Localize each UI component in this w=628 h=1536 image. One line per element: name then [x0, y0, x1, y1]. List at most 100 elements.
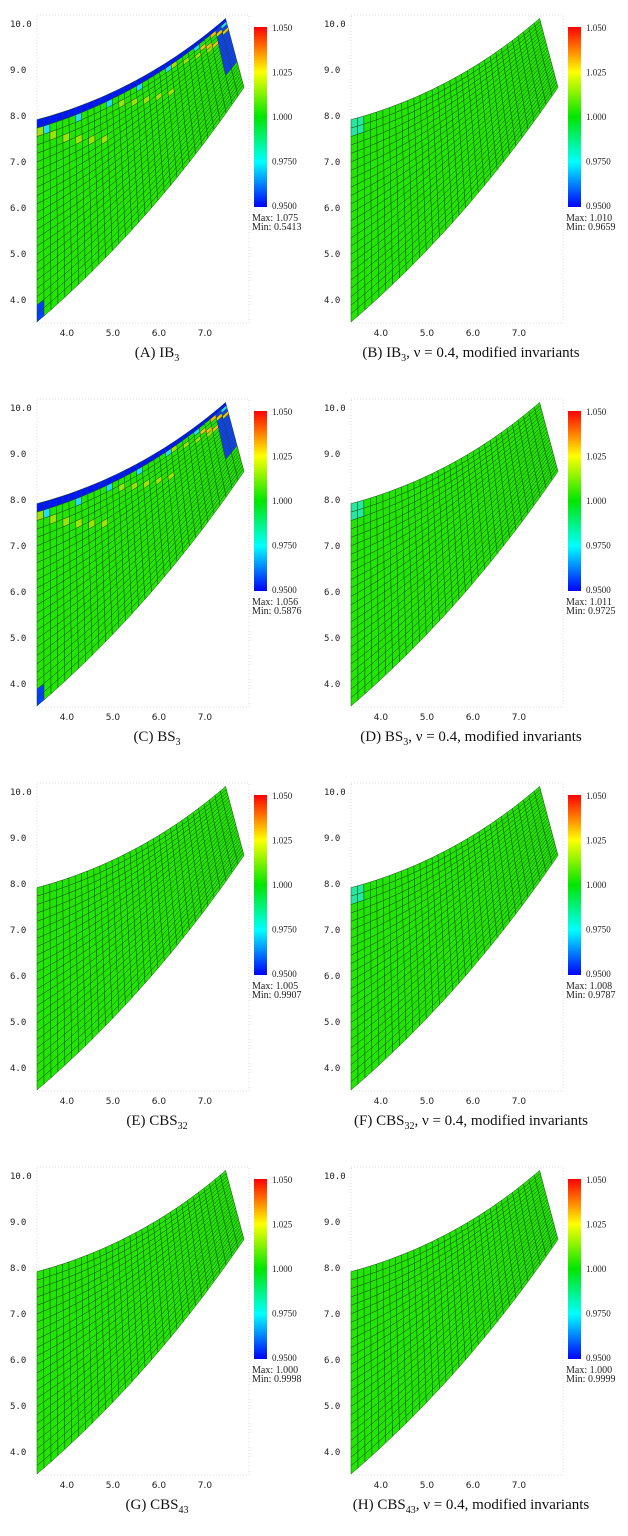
max-label: Max: — [252, 213, 274, 224]
colorbar-tick-label: 0.9500 — [272, 969, 297, 979]
x-tick-label: 6.0 — [466, 713, 481, 723]
y-tick-label: 5.0 — [10, 250, 26, 260]
y-tick-label: 7.0 — [10, 158, 26, 168]
mesh-element — [36, 885, 44, 897]
max-label: Max: — [566, 981, 588, 992]
colorbar-tick-label: 0.9750 — [272, 541, 297, 551]
colorbar-tick-label: 0.9500 — [586, 969, 611, 979]
caption-subscript: 32 — [177, 1121, 188, 1132]
y-tick-label: 6.0 — [10, 588, 26, 598]
y-tick-label: 5.0 — [10, 1018, 26, 1028]
min-label: Min: — [252, 222, 272, 233]
y-tick-label: 9.0 — [324, 450, 340, 460]
stat-min: Min: 0.9659 — [566, 223, 615, 233]
subfigure-caption: (F) CBS32, ν = 0.4, modified invariants — [314, 1113, 628, 1132]
colorbar-tick-label: 1.000 — [586, 880, 607, 890]
y-tick-label: 9.0 — [324, 66, 340, 76]
y-tick-label: 4.0 — [10, 296, 26, 306]
y-tick-label: 9.0 — [10, 834, 26, 844]
x-tick-label: 5.0 — [420, 329, 435, 339]
caption-subscript: 3 — [401, 353, 407, 364]
colorbar-tick-label: 1.000 — [586, 112, 607, 122]
colorbar — [568, 27, 581, 207]
y-tick-label: 5.0 — [324, 250, 340, 260]
x-tick-label: 5.0 — [420, 1097, 435, 1107]
x-tick-label: 7.0 — [198, 329, 213, 339]
caption-label: (D) — [360, 729, 382, 745]
stat-max: Max: 1.011 — [566, 598, 612, 608]
colorbar-tick-label: 1.025 — [586, 452, 607, 462]
y-tick-label: 6.0 — [324, 972, 340, 982]
colorbar-tick-label: 1.025 — [586, 68, 607, 78]
stat-min: Min: 0.9907 — [252, 991, 301, 1001]
x-tick-label: 6.0 — [152, 713, 167, 723]
x-tick-label: 7.0 — [512, 329, 527, 339]
stat-max: Max: 1.056 — [252, 598, 298, 608]
y-tick-label: 8.0 — [10, 880, 26, 890]
mesh — [36, 17, 245, 323]
y-tick-label: 10.0 — [324, 788, 346, 798]
y-tick-label: 9.0 — [10, 66, 26, 76]
colorbar-tick-label: 1.050 — [272, 791, 293, 801]
mesh-element — [534, 785, 541, 795]
colorbar-tick-label: 1.050 — [586, 407, 607, 417]
subfigure-e: 4.0 5.0 6.0 7.0 8.0 9.0 10.0 4.0 5.0 6.0 7.0 1.050 1… — [0, 768, 314, 1152]
caption-method: CBS — [149, 1113, 178, 1129]
contour-plot: 4.05.06.07.08.09.010.04.0 5.0 6.0 7.01.0501… — [324, 14, 611, 339]
x-tick-label: 4.0 — [60, 713, 75, 723]
caption-subscript: 32 — [404, 1121, 415, 1132]
min-value: 0.9659 — [587, 222, 616, 233]
caption-label: (B) — [362, 345, 383, 361]
y-tick-label: 7.0 — [324, 158, 340, 168]
mesh-element — [220, 785, 227, 795]
mesh-element — [220, 17, 227, 27]
y-tick-label: 6.0 — [324, 204, 340, 214]
colorbar — [254, 27, 267, 207]
caption-method: CBS — [376, 1113, 405, 1129]
min-value: 0.5876 — [273, 606, 302, 617]
max-label: Max: — [252, 981, 274, 992]
colorbar-tick-label: 1.025 — [272, 836, 293, 846]
min-label: Min: — [252, 990, 272, 1001]
colorbar-tick-label: 1.050 — [586, 791, 607, 801]
subfigure-d: 4.0 5.0 6.0 7.0 8.0 9.0 10.0 4.0 5.0 6.0 7.0 1.050 1… — [314, 384, 628, 768]
y-tick-label: 9.0 — [10, 450, 26, 460]
stat-max: Max: 1.010 — [566, 214, 612, 224]
x-tick-label: 7.0 — [198, 1097, 213, 1107]
caption-method: IB — [159, 345, 175, 361]
y-tick-label: 6.0 — [10, 972, 26, 982]
colorbar-tick-label: 0.9500 — [586, 201, 611, 211]
min-value: 0.5413 — [273, 222, 302, 233]
mesh-element — [36, 501, 44, 513]
mesh-element — [350, 117, 358, 129]
subfigure-caption: (D) BS3, ν = 0.4, modified invariants — [314, 729, 628, 748]
caption-suffix: , ν = 0.4, modified invariants — [408, 729, 582, 745]
stat-min: Min: 0.9725 — [566, 607, 615, 617]
subfigure-caption: (B) IB3, ν = 0.4, modified invariants — [314, 345, 628, 364]
y-tick-label: 6.0 — [10, 204, 26, 214]
colorbar-tick-label: 0.9750 — [586, 541, 611, 551]
y-tick-label: 4.0 — [10, 1064, 26, 1074]
colorbar — [254, 795, 267, 975]
y-tick-label: 8.0 — [10, 112, 26, 122]
colorbar-tick-label: 0.9750 — [272, 157, 297, 167]
x-tick-label: 6.0 — [152, 329, 167, 339]
max-value: 1.011 — [589, 597, 612, 608]
max-value: 1.005 — [275, 981, 299, 992]
caption-label: (A) — [134, 345, 156, 361]
x-tick-label: 6.0 — [466, 1097, 481, 1107]
mesh — [350, 401, 559, 707]
colorbar — [568, 411, 581, 591]
colorbar-tick-label: 1.000 — [586, 496, 607, 506]
min-label: Min: — [566, 606, 586, 617]
x-tick-label: 7.0 — [198, 713, 213, 723]
x-tick-label: 6.0 — [152, 1097, 167, 1107]
y-tick-label: 8.0 — [324, 880, 340, 890]
colorbar-tick-label: 1.025 — [272, 452, 293, 462]
subfigure-b: 4.0 5.0 6.0 7.0 8.0 9.0 10.0 4.0 5.0 6.0 7.0 1.050 1… — [314, 0, 628, 384]
max-label: Max: — [252, 597, 274, 608]
mesh — [36, 785, 245, 1091]
mesh-element — [534, 401, 541, 411]
contour-plot: 4.05.06.07.08.09.010.04.0 5.0 6.0 7.01.0501… — [324, 398, 611, 723]
y-tick-label: 10.0 — [10, 788, 32, 798]
